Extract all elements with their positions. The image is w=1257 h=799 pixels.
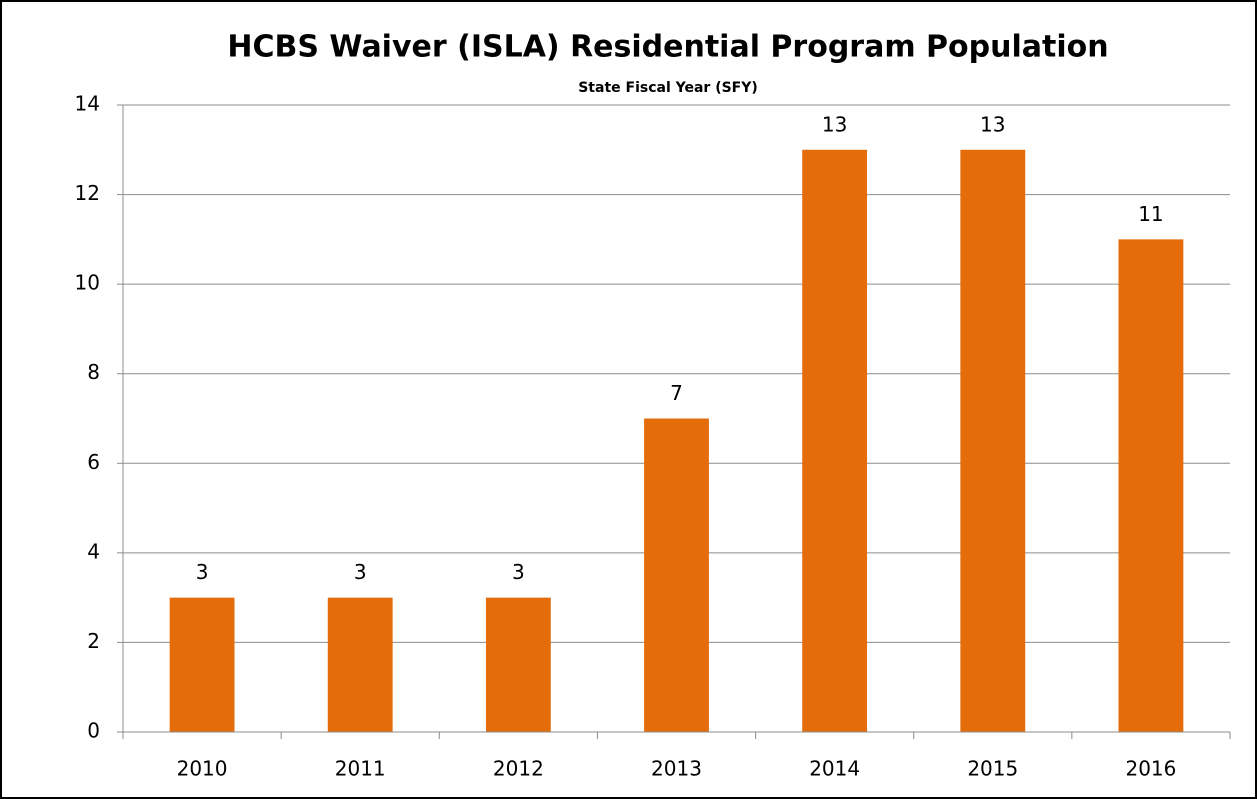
data-label: 7 xyxy=(670,381,683,405)
x-tick-label: 2010 xyxy=(177,757,228,781)
x-tick-label: 2014 xyxy=(809,757,860,781)
bar xyxy=(327,597,393,732)
x-tick-label: 2013 xyxy=(651,757,702,781)
bar xyxy=(644,418,709,732)
y-tick-label: 12 xyxy=(75,181,100,205)
chart-title: HCBS Waiver (ISLA) Residential Program P… xyxy=(227,30,1108,65)
bar xyxy=(802,149,868,733)
x-tick-label: 2015 xyxy=(967,757,1018,781)
bar xyxy=(169,597,235,732)
bar xyxy=(1118,239,1184,732)
data-label: 3 xyxy=(512,560,525,584)
y-tick-label: 10 xyxy=(75,271,100,295)
data-label: 11 xyxy=(1138,202,1163,226)
y-tick-label: 2 xyxy=(87,629,100,653)
bar xyxy=(960,149,1026,733)
x-tick-label: 2011 xyxy=(335,757,386,781)
data-label: 3 xyxy=(196,560,209,584)
data-label: 13 xyxy=(980,112,1005,136)
bar xyxy=(485,597,551,732)
x-tick-label: 2016 xyxy=(1125,757,1176,781)
x-tick-label: 2012 xyxy=(493,757,544,781)
data-label: 3 xyxy=(354,560,367,584)
y-tick-label: 0 xyxy=(87,719,100,743)
data-label: 13 xyxy=(822,112,847,136)
y-tick-label: 14 xyxy=(75,92,100,116)
chart-subtitle: State Fiscal Year (SFY) xyxy=(578,80,758,96)
y-tick-label: 8 xyxy=(87,360,100,384)
y-tick-label: 6 xyxy=(87,450,100,474)
y-tick-label: 4 xyxy=(87,539,100,563)
